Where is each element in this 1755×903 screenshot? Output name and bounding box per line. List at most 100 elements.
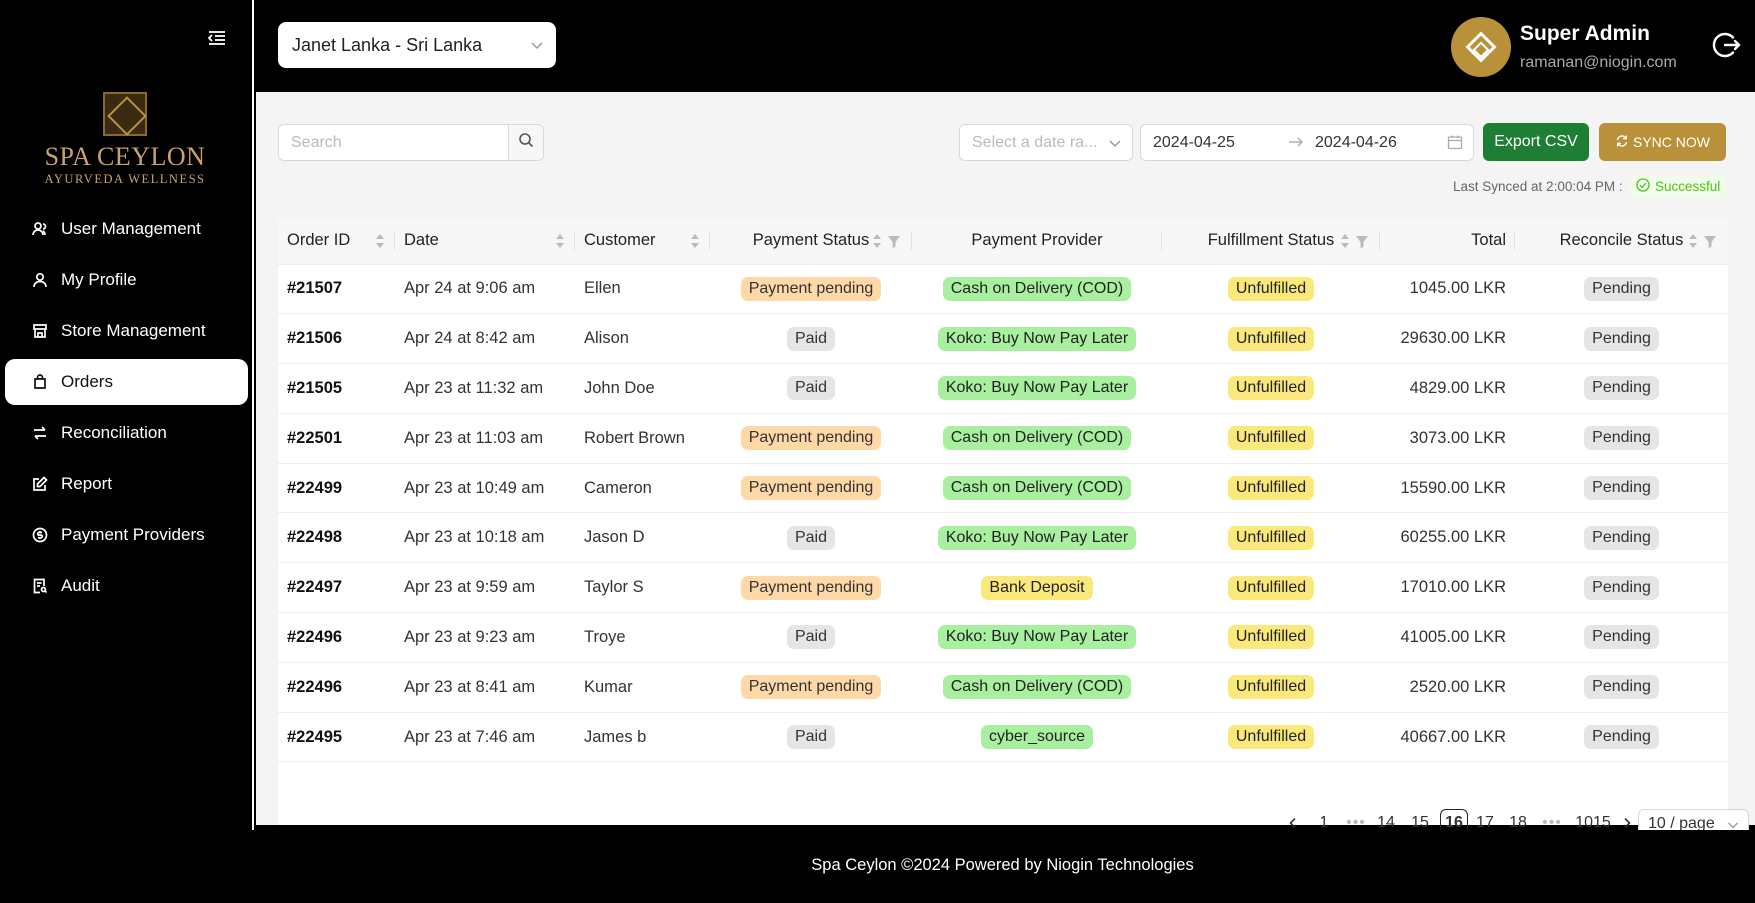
payment-provider-badge: Koko: Buy Now Pay Later: [937, 326, 1137, 351]
date-preset-placeholder: Select a date ra...: [972, 133, 1098, 151]
column-header-payment-status[interactable]: Payment Status: [710, 218, 912, 265]
column-header-date[interactable]: Date: [395, 218, 575, 265]
column-label: Customer: [584, 231, 656, 250]
payment-provider-cell: Cash on Delivery (COD): [912, 264, 1162, 315]
page-15[interactable]: 15: [1411, 814, 1429, 831]
table-row[interactable]: #22498 Apr 23 at 10:18 am Jason D Paid Koko:…: [278, 512, 1728, 564]
total-cell: 3073.00 LKR: [1380, 413, 1515, 464]
order-id-cell[interactable]: #22497: [278, 562, 395, 614]
total-cell: 1045.00 LKR: [1380, 264, 1515, 315]
order-id-cell[interactable]: #22498: [278, 512, 395, 564]
payment-provider-cell: Koko: Buy Now Pay Later: [912, 313, 1162, 365]
logout-icon[interactable]: [1712, 30, 1742, 60]
customer-cell: Troye: [575, 612, 710, 663]
sort-icon[interactable]: [375, 233, 385, 254]
column-label: Total: [1471, 231, 1506, 250]
store-select[interactable]: Janet Lanka - Sri Lanka: [278, 22, 556, 68]
sync-now-button[interactable]: SYNC NOW: [1599, 123, 1726, 161]
table-row[interactable]: #22501 Apr 23 at 11:03 am Robert Brown Paym…: [278, 413, 1728, 464]
table-row[interactable]: #22497 Apr 23 at 9:59 am Taylor S Payment p…: [278, 562, 1728, 614]
date-start-input[interactable]: 2024-04-25: [1153, 134, 1235, 151]
filter-icon[interactable]: [1356, 234, 1368, 253]
sort-icon[interactable]: [690, 233, 700, 254]
sidebar-item-my-profile[interactable]: My Profile: [5, 257, 248, 303]
payment-provider-badge: Bank Deposit: [981, 575, 1093, 600]
fulfillment-status-badge: Unfulfilled: [1227, 525, 1315, 550]
page-17[interactable]: 17: [1476, 814, 1494, 831]
order-id-cell[interactable]: #22496: [278, 662, 395, 713]
page-18[interactable]: 18: [1509, 814, 1527, 831]
date-preset-select[interactable]: Select a date ra...: [959, 124, 1133, 161]
page-ellipsis-next[interactable]: •••: [1542, 814, 1562, 831]
column-header-reconcile-status[interactable]: Reconcile Status: [1515, 218, 1728, 265]
top-header: Janet Lanka - Sri Lanka Super Admin rama…: [256, 0, 1755, 92]
export-csv-button[interactable]: Export CSV: [1483, 123, 1589, 161]
store-icon: [31, 322, 49, 340]
chevron-down-icon: [1727, 818, 1739, 836]
payment-status-cell: Payment pending: [710, 562, 912, 614]
order-id-cell[interactable]: #21506: [278, 313, 395, 365]
column-divider: [1379, 232, 1380, 250]
filter-icon[interactable]: [888, 234, 900, 253]
column-header-customer[interactable]: Customer: [575, 218, 710, 265]
search-button[interactable]: [508, 124, 544, 161]
prev-page-icon[interactable]: [1279, 809, 1307, 837]
table-row[interactable]: #22496 Apr 23 at 9:23 am Troye Paid Koko: Bu…: [278, 612, 1728, 663]
date-end-input[interactable]: 2024-04-26: [1315, 134, 1397, 151]
footer: Spa Ceylon ©2024 Powered by Niogin Techn…: [0, 830, 1755, 903]
sidebar-item-report[interactable]: Report: [5, 461, 248, 507]
fulfillment-status-cell: Unfulfilled: [1162, 463, 1380, 514]
payment-status-badge: Paid: [786, 376, 836, 401]
sidebar-item-orders[interactable]: Orders: [5, 359, 248, 405]
next-page-icon[interactable]: [1613, 809, 1641, 837]
table-row[interactable]: #21507 Apr 24 at 9:06 am Ellen Payment pend…: [278, 264, 1728, 315]
sort-icon[interactable]: [1688, 233, 1698, 254]
table-row[interactable]: #21506 Apr 24 at 8:42 am Alison Paid Koko: B…: [278, 313, 1728, 365]
column-header-order-id[interactable]: Order ID: [278, 218, 395, 265]
sort-icon[interactable]: [872, 233, 882, 254]
column-header-fulfillment-status[interactable]: Fulfillment Status: [1162, 218, 1380, 265]
table-row[interactable]: #21505 Apr 23 at 11:32 am John Doe Paid Koko…: [278, 363, 1728, 414]
sidebar-item-label: Payment Providers: [61, 525, 205, 544]
sidebar-item-reconciliation[interactable]: Reconciliation: [5, 410, 248, 456]
payment-provider-badge: Cash on Delivery (COD): [942, 675, 1132, 700]
reconcile-status-cell: Pending: [1515, 413, 1728, 464]
order-id-cell[interactable]: #22495: [278, 712, 395, 763]
sidebar-item-user-management[interactable]: User Management: [5, 206, 248, 252]
filter-icon[interactable]: [1704, 234, 1716, 253]
page-14[interactable]: 14: [1377, 814, 1395, 831]
page-1015[interactable]: 1015: [1575, 814, 1611, 831]
table-row[interactable]: #22499 Apr 23 at 10:49 am Cameron Payment p…: [278, 463, 1728, 514]
order-id-cell[interactable]: #22496: [278, 612, 395, 663]
sidebar-item-audit[interactable]: Audit: [5, 563, 248, 609]
payment-status-badge: Payment pending: [740, 426, 882, 451]
order-id-cell[interactable]: #22499: [278, 463, 395, 514]
menu-collapse-icon[interactable]: [206, 28, 228, 48]
order-id-cell[interactable]: #21507: [278, 264, 395, 315]
page-ellipsis-prev[interactable]: •••: [1346, 814, 1366, 831]
sidebar-item-payment-providers[interactable]: Payment Providers: [5, 512, 248, 558]
brand-tagline: AYURVEDA WELLNESS: [44, 172, 206, 186]
order-id-cell[interactable]: #21505: [278, 363, 395, 414]
search-input[interactable]: [278, 124, 508, 161]
avatar[interactable]: [1451, 17, 1511, 77]
payment-status-cell: Paid: [710, 612, 912, 663]
date-range-picker[interactable]: 2024-04-25 2024-04-26: [1140, 124, 1474, 161]
reconcile-status-badge: Pending: [1584, 376, 1659, 401]
sidebar-item-store-management[interactable]: Store Management: [5, 308, 248, 354]
table-row[interactable]: #22495 Apr 23 at 7:46 am James b Paid cyber_…: [278, 712, 1728, 763]
sort-icon[interactable]: [1340, 233, 1350, 254]
order-id-cell[interactable]: #22501: [278, 413, 395, 464]
sort-icon[interactable]: [555, 233, 565, 254]
table-row[interactable]: #22496 Apr 23 at 8:41 am Kumar Payment pend…: [278, 662, 1728, 713]
column-header-total: Total: [1380, 218, 1515, 265]
column-label: Date: [404, 231, 439, 250]
user-name: Super Admin: [1520, 22, 1650, 45]
page-1[interactable]: 1: [1319, 814, 1329, 831]
reconcile-status-cell: Pending: [1515, 562, 1728, 614]
payment-provider-cell: Cash on Delivery (COD): [912, 463, 1162, 514]
total-cell: 29630.00 LKR: [1380, 313, 1515, 365]
customer-cell: Ellen: [575, 264, 710, 315]
payment-status-badge: Payment pending: [740, 276, 882, 301]
fulfillment-status-cell: Unfulfilled: [1162, 512, 1380, 564]
